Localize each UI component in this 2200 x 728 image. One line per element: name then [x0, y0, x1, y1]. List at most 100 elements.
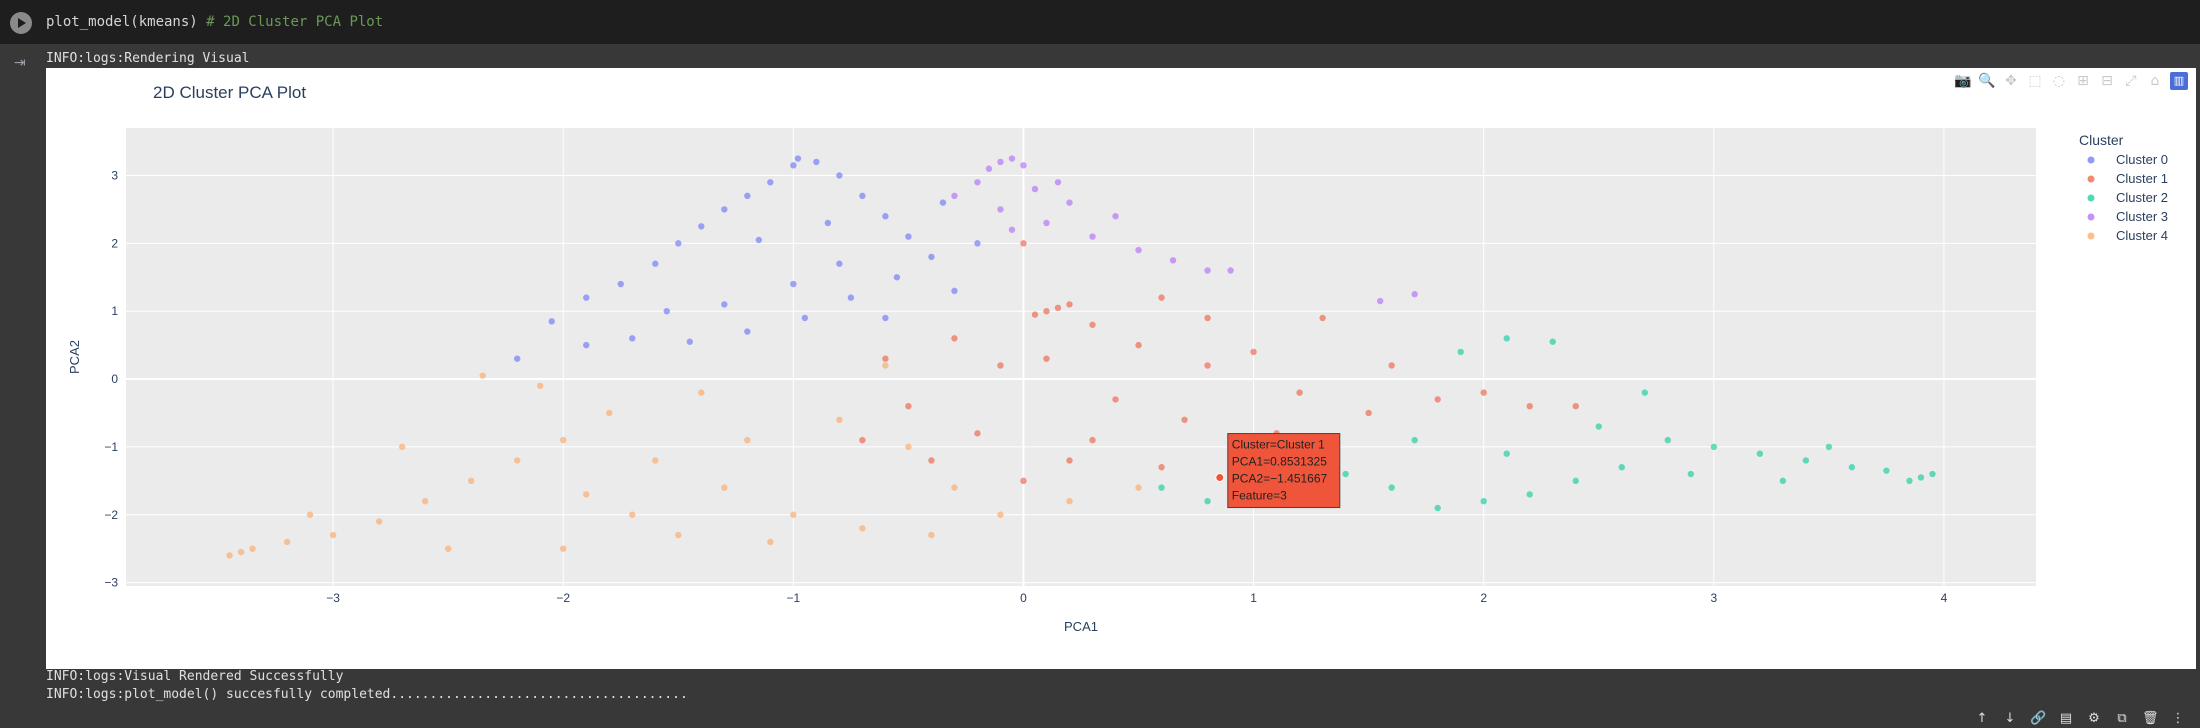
- data-point[interactable]: [1641, 389, 1648, 396]
- data-point[interactable]: [767, 179, 774, 186]
- data-point[interactable]: [997, 158, 1004, 166]
- data-point[interactable]: [1526, 402, 1533, 410]
- data-point[interactable]: [1204, 314, 1211, 322]
- reset-axes-icon[interactable]: ⌂: [2150, 73, 2160, 89]
- data-point[interactable]: [974, 179, 981, 186]
- data-point[interactable]: [882, 355, 889, 362]
- data-point[interactable]: [1802, 457, 1810, 464]
- plotly-logo-icon[interactable]: ▥: [2170, 72, 2188, 90]
- data-point[interactable]: [859, 192, 866, 200]
- data-point[interactable]: [1756, 450, 1764, 457]
- data-point[interactable]: [1411, 436, 1418, 444]
- data-point[interactable]: [744, 436, 751, 444]
- data-point[interactable]: [847, 294, 855, 301]
- data-point[interactable]: [1503, 450, 1510, 457]
- data-point[interactable]: [794, 155, 802, 162]
- data-point[interactable]: [1319, 314, 1326, 322]
- data-point[interactable]: [629, 335, 636, 342]
- data-point[interactable]: [1929, 470, 1936, 478]
- data-point[interactable]: [1066, 301, 1073, 308]
- data-point[interactable]: [767, 538, 774, 546]
- data-point[interactable]: [1296, 389, 1303, 396]
- data-point[interactable]: [790, 511, 797, 518]
- zoom-icon[interactable]: 🔍: [1978, 73, 1996, 89]
- data-point[interactable]: [928, 457, 935, 464]
- data-point[interactable]: [652, 457, 659, 464]
- data-point[interactable]: [1054, 304, 1062, 312]
- data-point[interactable]: [1043, 219, 1050, 227]
- data-point[interactable]: [859, 436, 866, 444]
- data-point[interactable]: [1158, 464, 1165, 471]
- data-point[interactable]: [1020, 477, 1027, 485]
- data-point[interactable]: [629, 511, 636, 518]
- more-icon[interactable]: ⋮: [2171, 711, 2185, 726]
- data-point[interactable]: [1008, 155, 1016, 162]
- data-point[interactable]: [1917, 474, 1925, 481]
- data-point[interactable]: [744, 328, 751, 335]
- box-select-icon[interactable]: ⬚: [2028, 73, 2042, 89]
- data-point[interactable]: [1572, 477, 1579, 485]
- data-point[interactable]: [1388, 362, 1395, 369]
- output-toggle-icon[interactable]: ⇥: [14, 55, 26, 71]
- data-point[interactable]: [479, 372, 486, 379]
- data-point[interactable]: [939, 199, 947, 206]
- data-point[interactable]: [951, 335, 958, 342]
- delete-icon[interactable]: 🗑: [2142, 711, 2159, 726]
- data-point[interactable]: [1020, 162, 1027, 169]
- data-point[interactable]: [744, 192, 751, 200]
- data-point[interactable]: [951, 287, 958, 295]
- data-point[interactable]: [1054, 179, 1062, 186]
- data-point[interactable]: [905, 443, 912, 451]
- data-point[interactable]: [1020, 240, 1027, 247]
- data-point[interactable]: [663, 308, 670, 315]
- data-point[interactable]: [882, 362, 889, 369]
- data-point[interactable]: [1572, 402, 1579, 410]
- data-point[interactable]: [721, 206, 728, 213]
- data-point[interactable]: [514, 457, 521, 464]
- data-point[interactable]: [249, 545, 256, 552]
- data-point[interactable]: [1342, 470, 1349, 478]
- data-point[interactable]: [1434, 396, 1441, 403]
- legend-item-label[interactable]: Cluster 2: [2116, 190, 2168, 205]
- data-point[interactable]: [1008, 226, 1016, 233]
- data-point[interactable]: [1066, 497, 1073, 505]
- data-point[interactable]: [1779, 477, 1787, 485]
- data-point[interactable]: [928, 253, 935, 261]
- data-point[interactable]: [1112, 396, 1119, 403]
- data-point[interactable]: [237, 548, 245, 556]
- legend-marker[interactable]: [2087, 213, 2095, 221]
- data-point[interactable]: [583, 341, 590, 349]
- legend-item-label[interactable]: Cluster 4: [2116, 228, 2168, 243]
- data-point[interactable]: [467, 477, 475, 485]
- data-point[interactable]: [329, 531, 337, 539]
- data-point[interactable]: [1204, 267, 1211, 274]
- data-point[interactable]: [836, 172, 843, 179]
- run-cell-button[interactable]: [10, 12, 32, 34]
- link-icon[interactable]: 🔗: [2030, 711, 2047, 726]
- data-point[interactable]: [1687, 470, 1695, 478]
- code-editor[interactable]: plot_model(kmeans) # 2D Cluster PCA Plot: [46, 14, 383, 30]
- data-point[interactable]: [617, 280, 624, 288]
- data-point[interactable]: [1181, 416, 1188, 423]
- data-point[interactable]: [1158, 484, 1165, 491]
- data-point[interactable]: [951, 484, 958, 491]
- data-point[interactable]: [790, 162, 797, 169]
- data-point[interactable]: [1066, 199, 1073, 206]
- data-point[interactable]: [1204, 362, 1211, 369]
- data-point[interactable]: [1480, 389, 1487, 396]
- data-point[interactable]: [1250, 348, 1257, 356]
- data-point[interactable]: [560, 545, 567, 552]
- data-point[interactable]: [421, 497, 429, 505]
- data-point[interactable]: [560, 436, 567, 444]
- data-point[interactable]: [675, 531, 682, 539]
- data-point[interactable]: [698, 389, 705, 396]
- code-cell[interactable]: plot_model(kmeans) # 2D Cluster PCA Plot: [0, 0, 2200, 44]
- data-point[interactable]: [755, 236, 763, 244]
- legend-marker[interactable]: [2087, 156, 2095, 164]
- data-point[interactable]: [1549, 338, 1556, 345]
- data-point[interactable]: [882, 213, 889, 220]
- data-point[interactable]: [1089, 436, 1096, 444]
- zoom-in-icon[interactable]: ⊞: [2077, 73, 2089, 89]
- data-point[interactable]: [1169, 257, 1177, 264]
- data-point[interactable]: [1158, 294, 1165, 301]
